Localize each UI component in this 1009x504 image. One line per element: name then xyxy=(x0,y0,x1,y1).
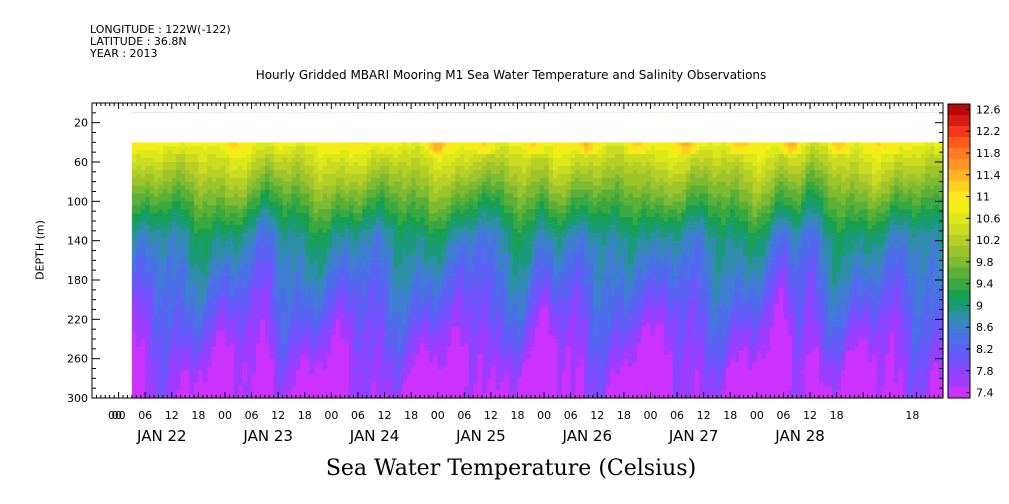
colorbar-label: 11 xyxy=(976,191,990,204)
x-day-label: JAN 24 xyxy=(349,427,400,445)
colorbar-swatch xyxy=(948,234,970,246)
x-tick-label: 12 xyxy=(697,409,711,422)
colorbar-swatch xyxy=(948,300,970,312)
colorbar-label: 10.2 xyxy=(976,234,1001,247)
colorbar-label: 9.4 xyxy=(976,278,994,291)
colorbar-swatch xyxy=(948,354,970,366)
x-tick-label: 12 xyxy=(484,409,498,422)
colorbar-swatch xyxy=(948,267,970,279)
colorbar-swatch xyxy=(948,125,970,137)
x-tick-label: 12 xyxy=(378,409,392,422)
colorbar-swatch xyxy=(948,343,970,355)
x-tick-label: 06 xyxy=(138,409,152,422)
colorbar-swatch xyxy=(948,245,970,257)
colorbar-label: 11.8 xyxy=(976,147,1001,160)
x-tick-label: 18 xyxy=(905,409,919,422)
colorbar-swatch xyxy=(948,212,970,225)
colorbar-swatch xyxy=(948,278,970,290)
colorbar-swatch xyxy=(948,376,970,388)
colorbar-label: 12.6 xyxy=(976,103,1001,116)
colorbar: 12.6 12.2 11.8 11.4 11 10.6 10.2 9.8 9.4 9 8.6 8.2 7… xyxy=(947,103,1001,400)
y-tick-label: 220 xyxy=(67,313,88,326)
y-tick-label: 100 xyxy=(67,195,88,208)
chart-title: Hourly Gridded MBARI Mooring M1 Sea Wate… xyxy=(255,68,767,82)
x-tick-label: 12 xyxy=(590,409,604,422)
x-tick-label: 18 xyxy=(830,409,844,422)
colorbar-swatch xyxy=(948,321,970,333)
x-tick-label: 18 xyxy=(404,409,418,422)
y-tick-label: 260 xyxy=(67,353,88,366)
x-tick-label: 06 xyxy=(670,409,684,422)
colorbar-swatch xyxy=(948,289,970,301)
colorbar-swatch xyxy=(948,191,970,203)
colorbar-swatch xyxy=(948,158,970,170)
colorbar-swatch xyxy=(948,136,970,148)
x-tick-label: 18 xyxy=(617,409,631,422)
x-day-label: JAN 28 xyxy=(774,427,825,445)
colorbar-label: 11.4 xyxy=(976,169,1001,182)
x-tick-label: 06 xyxy=(245,409,259,422)
x-tick-label: 18 xyxy=(191,409,205,422)
colorbar-swatch xyxy=(948,310,970,323)
x-day-label: JAN 22 xyxy=(136,427,187,445)
x-tick-label: 06 xyxy=(564,409,578,422)
x-tick-label: 18 xyxy=(723,409,737,422)
x-tick-label: 12 xyxy=(803,409,817,422)
x-axis-title: Sea Water Temperature (Celsius) xyxy=(325,456,697,481)
x-tick-label: 00 xyxy=(108,409,122,422)
colorbar-label: 10.6 xyxy=(976,212,1001,225)
colorbar-swatch xyxy=(948,256,970,268)
x-day-label: JAN 25 xyxy=(455,427,506,445)
x-day-label: JAN 26 xyxy=(562,427,613,445)
y-tick-label: 20 xyxy=(74,117,88,130)
longitude-label: LONGITUDE : 122W(-122) xyxy=(90,23,231,36)
colorbar-label: 8.2 xyxy=(976,343,994,356)
colorbar-swatch xyxy=(948,114,970,127)
x-day-label: JAN 27 xyxy=(668,427,719,445)
colorbar-swatch xyxy=(948,365,970,377)
x-tick-label: 00 xyxy=(431,409,445,422)
x-tick-label: 00 xyxy=(218,409,232,422)
x-tick-label: 12 xyxy=(271,409,285,422)
y-tick-label: 60 xyxy=(74,156,88,169)
y-tick-label: 140 xyxy=(67,235,88,248)
colorbar-label: 8.6 xyxy=(976,321,994,334)
x-tick-label: 06 xyxy=(457,409,471,422)
plot-area xyxy=(131,112,944,399)
colorbar-swatch xyxy=(948,387,970,399)
x-tick-label: 00 xyxy=(324,409,338,422)
x-tick-label: 18 xyxy=(298,409,312,422)
x-day-label: JAN 23 xyxy=(242,427,293,445)
colorbar-swatch xyxy=(948,104,970,116)
colorbar-label: 9.8 xyxy=(976,256,994,269)
latitude-label: LATITUDE : 36.8N xyxy=(90,35,187,48)
colorbar-swatch xyxy=(948,223,970,235)
x-tick-label: 06 xyxy=(776,409,790,422)
colorbar-label: 7.8 xyxy=(976,365,994,378)
colorbar-label: 7.4 xyxy=(976,387,994,400)
year-label: YEAR : 2013 xyxy=(90,47,158,60)
y-tick-label: 180 xyxy=(67,274,88,287)
x-tick-label: 00 xyxy=(537,409,551,422)
colorbar-label: 9 xyxy=(976,299,983,312)
x-tick-label: 00 xyxy=(112,409,126,422)
x-tick-label: 18 xyxy=(511,409,525,422)
axes: 20 60 100 140 180 220 260 300 00 06 12 18 00 06 12 18 00… xyxy=(67,102,944,445)
colorbar-swatch xyxy=(948,202,970,214)
x-tick-label: 06 xyxy=(351,409,365,422)
colorbar-label: 12.2 xyxy=(976,125,1001,138)
x-tick-label: 00 xyxy=(750,409,764,422)
colorbar-swatch xyxy=(948,332,970,344)
colorbar-swatch xyxy=(948,180,970,192)
x-tick-label: 00 xyxy=(643,409,657,422)
colorbar-swatch xyxy=(948,169,970,181)
colorbar-swatch xyxy=(948,147,970,159)
x-tick-label: 12 xyxy=(165,409,179,422)
y-tick-label: 300 xyxy=(67,392,88,405)
